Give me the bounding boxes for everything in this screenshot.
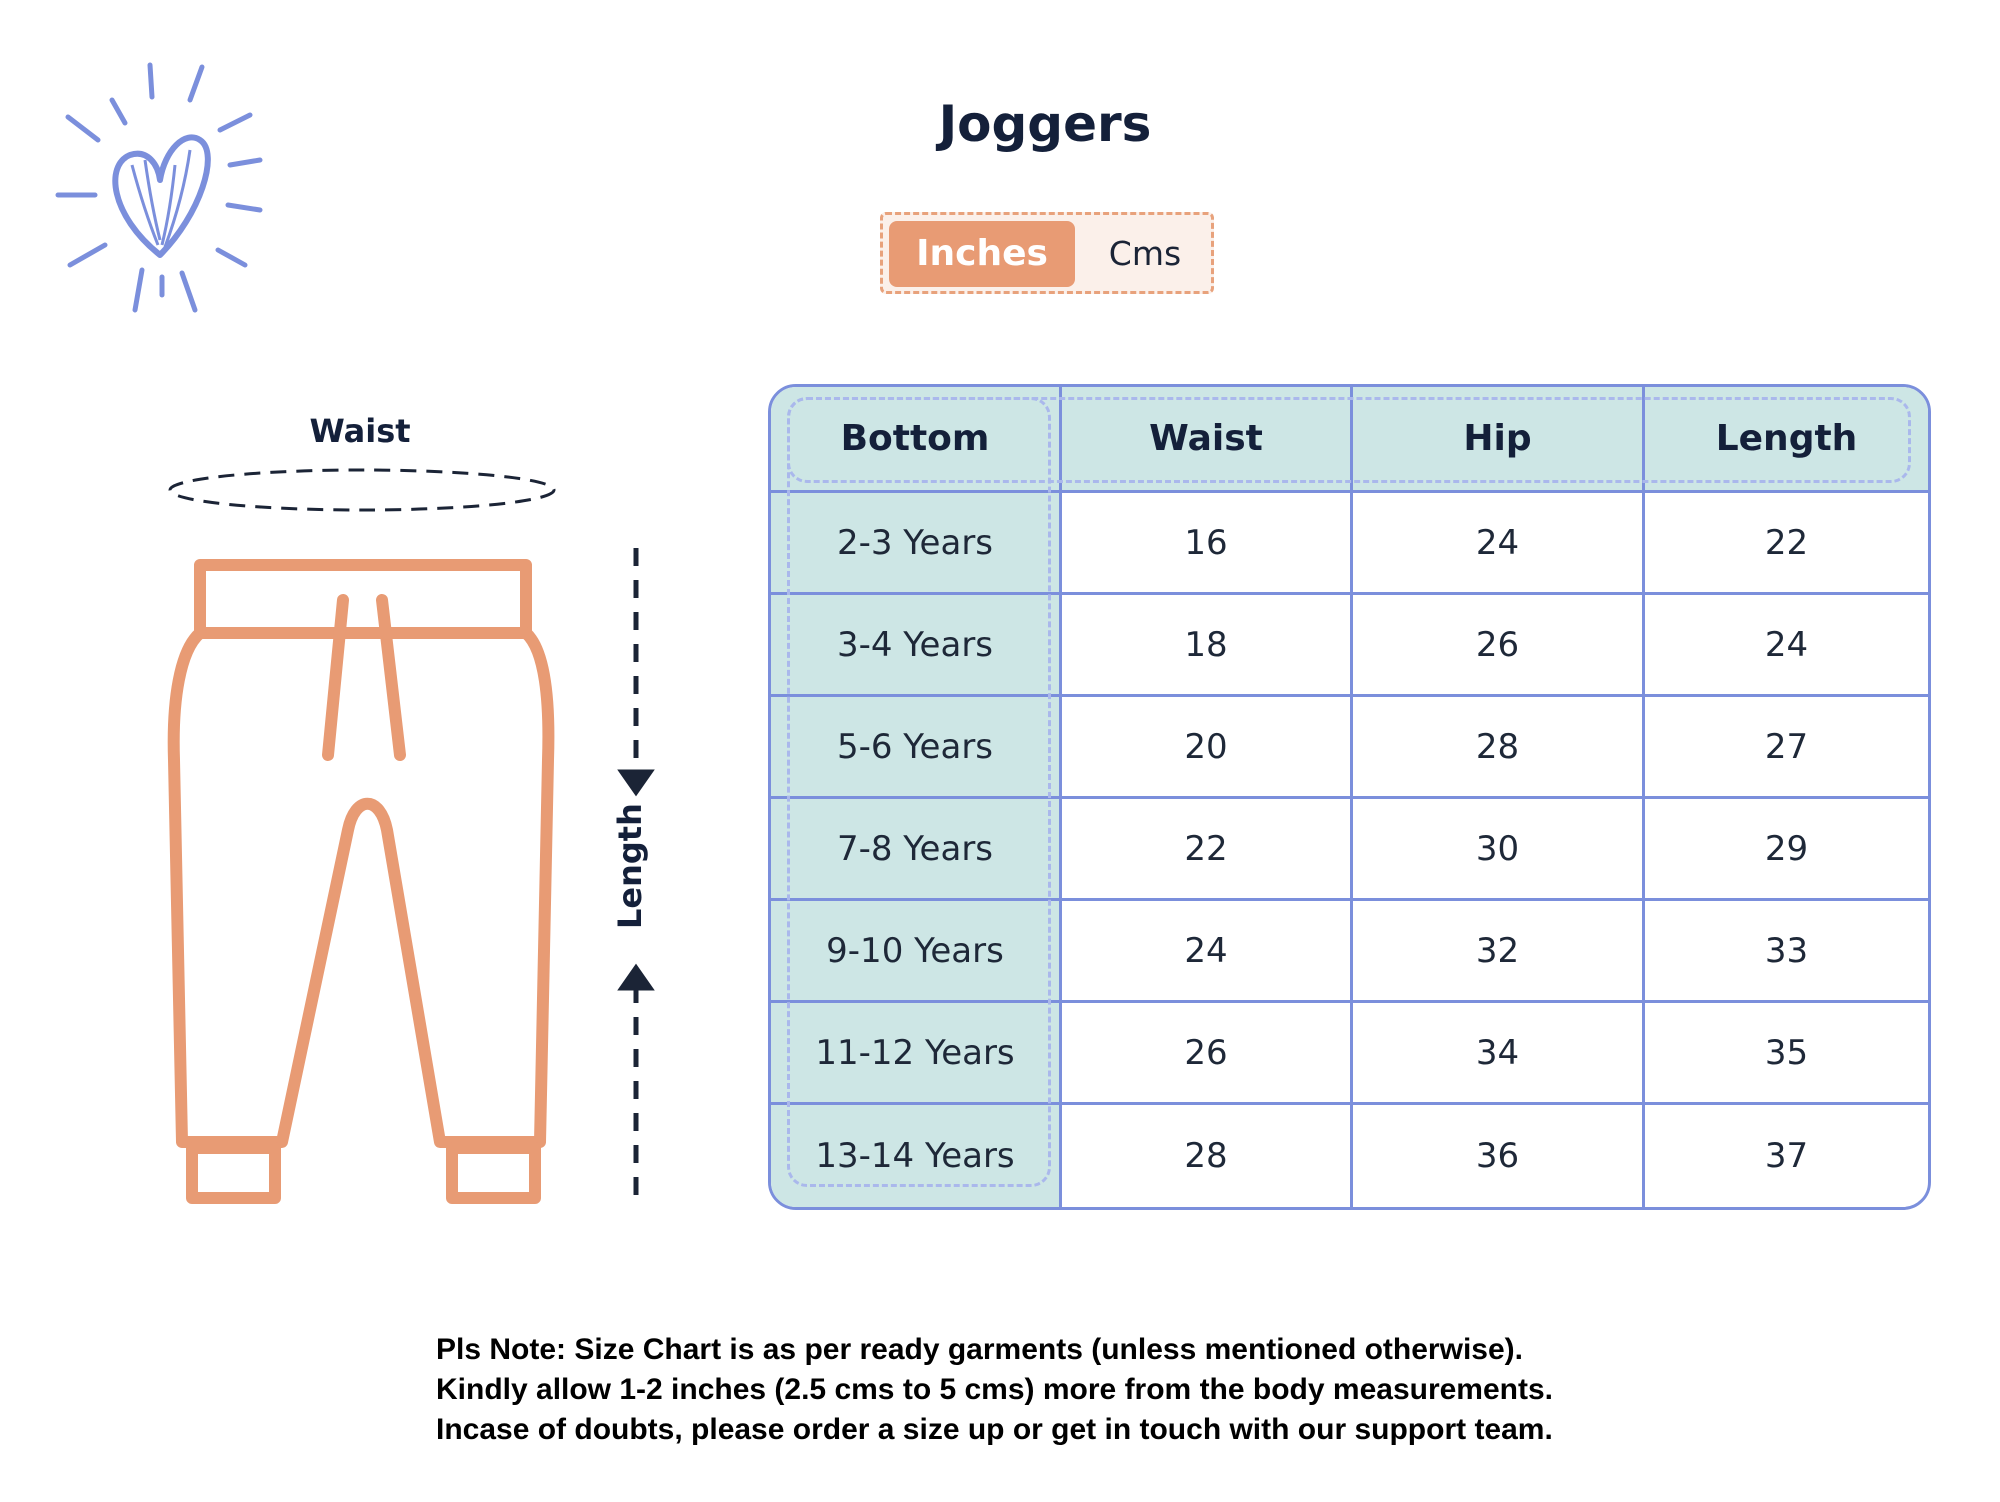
table-cell: 33 (1645, 901, 1928, 1003)
table-cell: 24 (1062, 901, 1353, 1003)
table-cell: 26 (1062, 1003, 1353, 1105)
table-cell: 26 (1353, 595, 1645, 697)
column-header: Hip (1353, 387, 1645, 493)
table-cell: 34 (1353, 1003, 1645, 1105)
table-cell: 28 (1062, 1105, 1353, 1207)
table-cell: 24 (1353, 493, 1645, 595)
waist-label: Waist (309, 412, 411, 450)
heart-burst-icon (55, 62, 263, 313)
table-cell: 24 (1645, 595, 1928, 697)
note-line-2: Kindly allow 1-2 inches (2.5 cms to 5 cm… (436, 1373, 1554, 1406)
column-header: Waist (1062, 387, 1353, 493)
table-cell: 16 (1062, 493, 1353, 595)
table-cell: 20 (1062, 697, 1353, 799)
row-label: 9-10 Years (771, 901, 1062, 1003)
joggers-outline-icon (167, 468, 655, 1205)
row-label: 11-12 Years (771, 1003, 1062, 1105)
table-cell: 29 (1645, 799, 1928, 901)
table-cell: 18 (1062, 595, 1353, 697)
row-label: 2-3 Years (771, 493, 1062, 595)
size-grid: Bottom Waist Hip Length 2-3 Years 16 24 22 3-4 Y… (771, 387, 1928, 1207)
table-cell: 27 (1645, 697, 1928, 799)
size-note: Pls Note: Size Chart is as per ready gar… (436, 1330, 1736, 1450)
row-label: 7-8 Years (771, 799, 1062, 901)
table-cell: 35 (1645, 1003, 1928, 1105)
table-cell: 22 (1645, 493, 1928, 595)
table-cell: 32 (1353, 901, 1645, 1003)
column-header: Bottom (771, 387, 1062, 493)
unit-toggle[interactable]: Inches Cms (880, 212, 1214, 294)
row-label: 3-4 Years (771, 595, 1062, 697)
cms-option[interactable]: Cms (1108, 234, 1182, 273)
size-chart-table: Bottom Waist Hip Length 2-3 Years 16 24 22 3-4 Y… (768, 384, 1931, 1210)
column-header: Length (1645, 387, 1928, 493)
table-cell: 37 (1764, 1136, 1809, 1176)
note-line-3: Incase of doubts, please order a size up… (436, 1413, 1553, 1446)
inches-option[interactable]: Inches (889, 221, 1075, 287)
table-cell: 22 (1062, 799, 1353, 901)
row-label: 5-6 Years (771, 697, 1062, 799)
table-cell: 28 (1353, 697, 1645, 799)
note-line-1: Pls Note: Size Chart is as per ready gar… (436, 1333, 1523, 1366)
table-cell: 30 (1353, 799, 1645, 901)
row-label: 13-14 Years (771, 1105, 1062, 1207)
page-title: Joggers (938, 95, 1152, 153)
length-label: Length (611, 803, 649, 929)
table-cell: 36 (1353, 1105, 1645, 1207)
